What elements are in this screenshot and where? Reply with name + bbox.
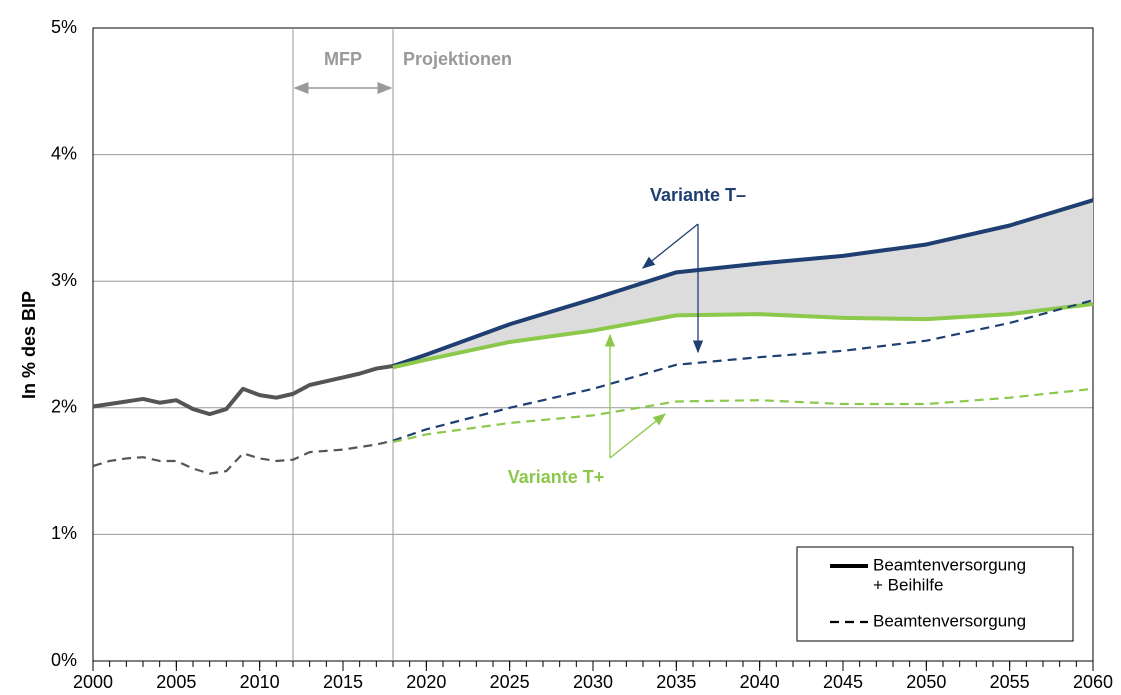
annotation-arrow [641,223,699,269]
line-series [92,439,394,475]
x-tick-label: 2030 [573,672,613,692]
legend-label: Beamtenversorgung [873,611,1026,630]
x-tick-label: 2015 [323,672,363,692]
x-tick-label: 2050 [906,672,946,692]
line-series [392,387,1094,444]
x-tick-label: 2025 [490,672,530,692]
x-tick-label: 2040 [740,672,780,692]
plot-frame [92,27,1094,662]
y-tick-label: 0% [51,650,77,670]
x-tick-label: 2045 [823,672,863,692]
legend-label: Beamtenversorgung [873,555,1026,574]
line-series [392,302,1094,370]
x-tick-label: 2035 [656,672,696,692]
line-series [392,198,1094,368]
legend-box [796,546,1074,642]
y-axis-label: In % des BIP [19,291,39,399]
variant-band [393,200,1093,368]
annotation-arrow [609,413,667,459]
x-tick-label: 2055 [990,672,1030,692]
y-tick-label: 3% [51,270,77,290]
projection-label: Projektionen [403,49,512,69]
mfp-label: MFP [324,49,362,69]
y-tick-label: 1% [51,523,77,543]
line-series [92,364,394,417]
y-tick-label: 5% [51,17,77,37]
legend-label: + Beihilfe [873,575,943,594]
x-tick-label: 2060 [1073,672,1113,692]
annotation: Variante T– [650,185,746,205]
x-tick-label: 2020 [406,672,446,692]
line-series [392,299,1094,442]
y-tick-label: 4% [51,143,77,163]
x-tick-label: 2005 [156,672,196,692]
x-tick-label: 2010 [240,672,280,692]
annotation: Variante T+ [508,467,605,487]
x-tick-label: 2000 [73,672,113,692]
y-tick-label: 2% [51,397,77,417]
